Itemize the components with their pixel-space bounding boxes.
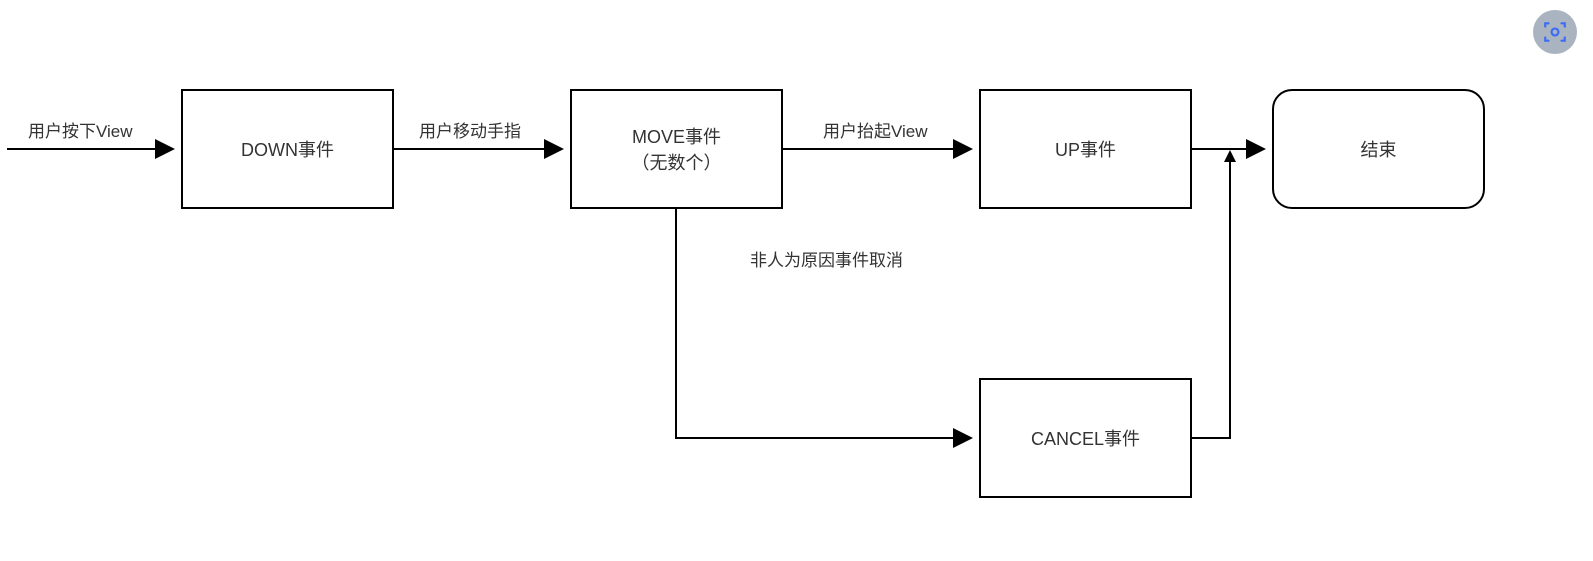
edge-cancel-to-end-arrow: [1224, 150, 1236, 162]
node-cancel-event: CANCEL事件: [979, 378, 1192, 498]
node-label-line1: MOVE事件: [632, 123, 722, 149]
node-label-multiline: MOVE事件 （无数个）: [632, 123, 722, 175]
edge-label-press-view: 用户按下View: [28, 117, 133, 142]
node-move-event: MOVE事件 （无数个）: [570, 89, 783, 209]
edge-label-non-human-cancel: 非人为原因事件取消: [750, 246, 903, 271]
node-label-line2: （无数个）: [632, 149, 722, 175]
edge-label-move-finger: 用户移动手指: [419, 117, 521, 142]
edge-move-to-cancel: [676, 209, 969, 438]
node-label: UP事件: [1055, 136, 1116, 162]
edge-label-lift-view: 用户抬起View: [823, 117, 928, 142]
camera-search-button[interactable]: [1533, 10, 1577, 54]
edges-layer: [0, 0, 1593, 561]
node-down-event: DOWN事件: [181, 89, 394, 209]
node-label: DOWN事件: [241, 136, 334, 162]
node-end: 结束: [1272, 89, 1485, 209]
node-up-event: UP事件: [979, 89, 1192, 209]
camera-focus-icon: [1542, 19, 1568, 45]
node-label: 结束: [1361, 136, 1397, 162]
node-label: CANCEL事件: [1031, 425, 1140, 451]
flowchart-diagram: DOWN事件 MOVE事件 （无数个） UP事件 CANCEL事件 结束 用户按…: [0, 0, 1593, 561]
edge-cancel-to-end-line: [1192, 162, 1230, 438]
